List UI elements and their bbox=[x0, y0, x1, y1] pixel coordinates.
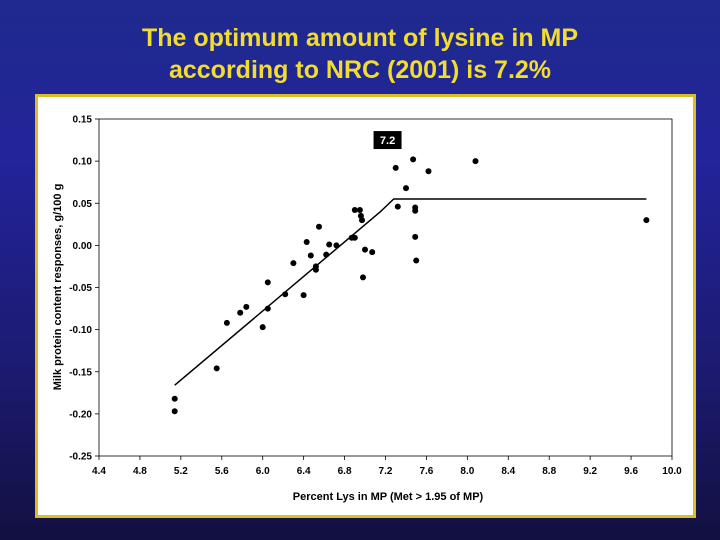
data-point bbox=[394, 203, 401, 210]
data-point bbox=[412, 233, 419, 240]
data-point bbox=[351, 207, 358, 213]
x-tick-label: 8.4 bbox=[501, 466, 515, 477]
y-tick-label: 0.05 bbox=[73, 199, 93, 210]
data-point bbox=[223, 319, 230, 326]
x-tick-label: 7.2 bbox=[379, 466, 393, 477]
data-point bbox=[171, 408, 178, 415]
x-tick-label: 9.6 bbox=[624, 466, 638, 477]
data-point bbox=[360, 274, 366, 281]
slide-title: The optimum amount of lysine in MP accor… bbox=[0, 22, 720, 86]
data-point bbox=[362, 246, 368, 253]
data-point bbox=[303, 239, 310, 245]
data-point bbox=[243, 303, 250, 310]
x-tick-label: 8.8 bbox=[542, 466, 556, 477]
data-point bbox=[351, 234, 358, 241]
data-point bbox=[282, 291, 289, 298]
annotation-label: 7.2 bbox=[380, 135, 395, 147]
x-tick-label: 6.8 bbox=[338, 466, 352, 477]
data-point bbox=[413, 257, 420, 264]
data-point bbox=[359, 217, 365, 224]
x-tick-label: 5.2 bbox=[174, 466, 188, 477]
data-point bbox=[259, 324, 266, 331]
x-tick-label: 6.4 bbox=[297, 466, 311, 477]
slide-title-line-1: The optimum amount of lysine in MP bbox=[141, 24, 579, 52]
annotation-7-2: 7.2 bbox=[373, 131, 402, 150]
data-point bbox=[316, 223, 322, 230]
plot-area bbox=[98, 118, 673, 457]
y-axis-label: Milk protein content responses, g/100 g bbox=[52, 184, 64, 391]
data-point bbox=[643, 217, 650, 224]
x-tick-label: 8.0 bbox=[460, 466, 474, 477]
y-tick-label: -0.15 bbox=[69, 367, 92, 378]
x-tick-label: 6.0 bbox=[256, 466, 270, 477]
y-tick-label: -0.10 bbox=[69, 325, 92, 336]
data-point bbox=[392, 164, 399, 171]
fit-line bbox=[174, 198, 647, 386]
chart-frame: 0.15 0.10 0.05 0.00 -0.05 -0.10 -0.15 -0.20 -0.2… bbox=[35, 94, 696, 518]
x-tick-label: 10.0 bbox=[662, 466, 682, 477]
slide-title-line-2: according to NRC (2001) is 7.2% bbox=[168, 56, 552, 84]
data-point bbox=[410, 156, 417, 163]
data-point bbox=[333, 242, 340, 249]
data-point bbox=[264, 305, 271, 312]
data-point bbox=[412, 207, 419, 214]
x-tick-label: 5.6 bbox=[215, 466, 229, 477]
x-axis-ticks: 4.4 4.8 5.2 5.6 6.0 6.4 6.8 7.2 7.6 8.0 8.4 8.8 9.2 9… bbox=[92, 456, 682, 477]
y-tick-label: -0.05 bbox=[69, 283, 92, 294]
data-point bbox=[213, 365, 220, 372]
x-axis-label: Percent Lys in MP (Met > 1.95 of MP) bbox=[293, 491, 484, 503]
data-point bbox=[290, 260, 297, 267]
y-tick-label: -0.20 bbox=[69, 409, 92, 420]
data-point bbox=[264, 279, 271, 286]
data-point bbox=[237, 309, 244, 316]
x-tick-label: 7.6 bbox=[419, 466, 433, 477]
data-point bbox=[300, 292, 307, 299]
data-point bbox=[323, 251, 330, 258]
data-point bbox=[425, 168, 432, 175]
data-point bbox=[472, 158, 479, 165]
y-tick-label: 0.15 bbox=[73, 115, 93, 126]
y-tick-label: 0.00 bbox=[73, 241, 93, 252]
data-point bbox=[369, 249, 376, 256]
annotation-box bbox=[373, 131, 402, 150]
data-point bbox=[403, 185, 409, 192]
y-axis-ticks: 0.15 0.10 0.05 0.00 -0.05 -0.10 -0.15 -0.20 -0.2… bbox=[69, 115, 99, 463]
scatter-chart: 0.15 0.10 0.05 0.00 -0.05 -0.10 -0.15 -0.20 -0.2… bbox=[52, 115, 682, 504]
data-points bbox=[171, 156, 650, 415]
data-point bbox=[326, 241, 333, 248]
data-point bbox=[356, 207, 363, 213]
data-point bbox=[312, 266, 319, 273]
y-tick-label: -0.25 bbox=[69, 452, 92, 463]
data-point bbox=[307, 252, 314, 259]
data-point bbox=[171, 395, 178, 402]
y-tick-label: 0.10 bbox=[73, 157, 93, 168]
x-tick-label: 4.8 bbox=[133, 466, 147, 477]
x-tick-label: 9.2 bbox=[583, 466, 597, 477]
x-tick-label: 4.4 bbox=[92, 466, 106, 477]
